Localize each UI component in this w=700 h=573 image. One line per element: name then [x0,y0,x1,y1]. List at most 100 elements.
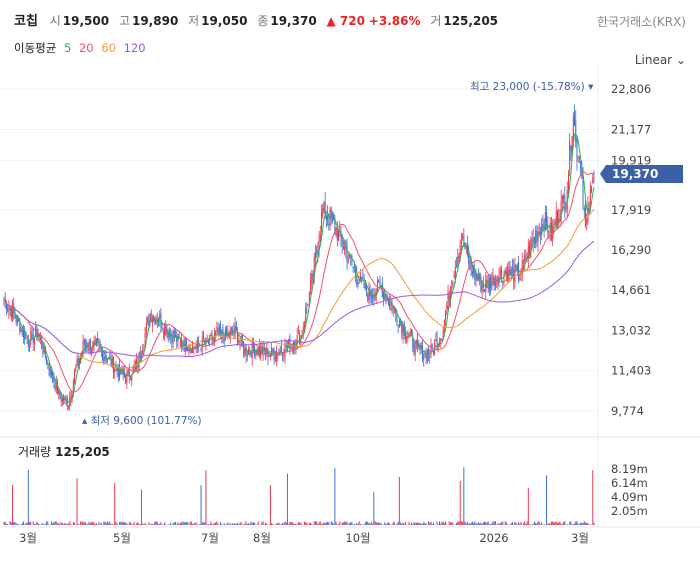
volume-header: 거래량 125,205 [18,443,110,460]
candle-body [294,342,296,348]
candle-body [75,367,77,371]
volume-bar [436,521,438,525]
candle-body [183,344,185,351]
candle-body [58,389,60,395]
candle-body [391,301,393,312]
candle-body [50,370,52,376]
volume-bar [577,523,579,525]
ma-legend[interactable]: 이동평균 5 20 60 120 [14,40,150,56]
volume-bar [492,521,494,525]
candle-body [458,255,460,259]
ma5-legend[interactable]: 5 [63,41,72,55]
candle-body [544,212,546,231]
candle-body [78,359,80,366]
volume-bar [33,523,35,525]
volume-bar [156,521,158,525]
candle-body [538,231,540,234]
candle-body [190,349,192,353]
volume-bar [471,521,473,525]
candle-body [15,315,17,323]
candle-body [244,348,246,355]
volume-bar [384,522,386,525]
candle-body [407,336,409,339]
ma120-line [3,240,595,357]
candle-body [215,330,217,335]
candle-body [306,306,308,308]
candle-body [368,287,370,300]
volume-bar [456,522,458,525]
candle-body [258,346,260,355]
volume-bar [553,522,555,525]
volume-bar [419,522,421,525]
volume-bar [373,491,375,525]
candle-body [154,317,156,324]
candle-body [87,348,89,351]
candle-body [275,351,277,360]
candle-body [19,322,21,333]
candle-body [505,271,507,274]
volume-bar [350,522,352,525]
candle-body [52,372,54,380]
candle-body [188,349,190,353]
volume-bar [203,523,205,525]
volume-bar [535,523,537,525]
candle-body [509,269,511,274]
candle-body [487,280,489,289]
candle-body [262,345,264,357]
volume-bar [149,524,151,525]
ma120-legend[interactable]: 120 [123,41,146,55]
candle-body [546,212,548,223]
volume-bar [424,522,426,525]
candle-body [406,336,408,340]
candle-body [216,327,218,330]
volume-bar [525,523,527,525]
candle-body [321,213,323,231]
scale-selector[interactable]: Linear ⌄ [635,53,686,67]
volume-bar [104,521,106,525]
volume-bar [363,524,365,525]
volume-bar [414,522,416,525]
candle-body [563,196,565,199]
ma20-legend[interactable]: 20 [78,41,94,55]
candle-body [401,320,403,333]
candle-body [373,295,375,300]
candle-body [577,159,579,161]
candle-body [212,337,214,342]
candle-body [328,223,330,226]
volume-bar [505,522,507,525]
volume-bar [550,521,552,525]
candle-body [13,304,15,314]
candle-body [386,297,388,302]
volume-bar [35,524,37,525]
candle-body [299,334,301,345]
volume-bar [299,522,301,525]
volume-bar [322,523,324,525]
change-pct: +3.86% [368,14,421,28]
volume-bar [481,523,483,525]
volume-bar [437,524,439,525]
candle-body [323,201,325,211]
volume-bar [548,522,550,525]
volume-bar [246,523,248,525]
candle-body [20,327,22,332]
candle-body [112,356,114,373]
candle-body [25,335,27,338]
volume-bar [257,521,259,525]
candle-body [122,367,124,375]
candle-body [239,341,241,344]
candle-body [29,347,31,349]
last-price-label: 19,370 [612,167,658,181]
candle-body [26,338,28,340]
volume-bar [204,522,206,525]
volume-bar [278,522,280,525]
candle-body [484,289,486,291]
volume-bar [115,521,117,525]
volume-bar [230,524,232,525]
volume-bar [325,522,327,525]
ma60-legend[interactable]: 60 [101,41,116,55]
volume-bar [187,521,189,525]
candle-body [492,274,494,284]
volume-bar [514,521,516,525]
volume-bar [583,521,585,525]
